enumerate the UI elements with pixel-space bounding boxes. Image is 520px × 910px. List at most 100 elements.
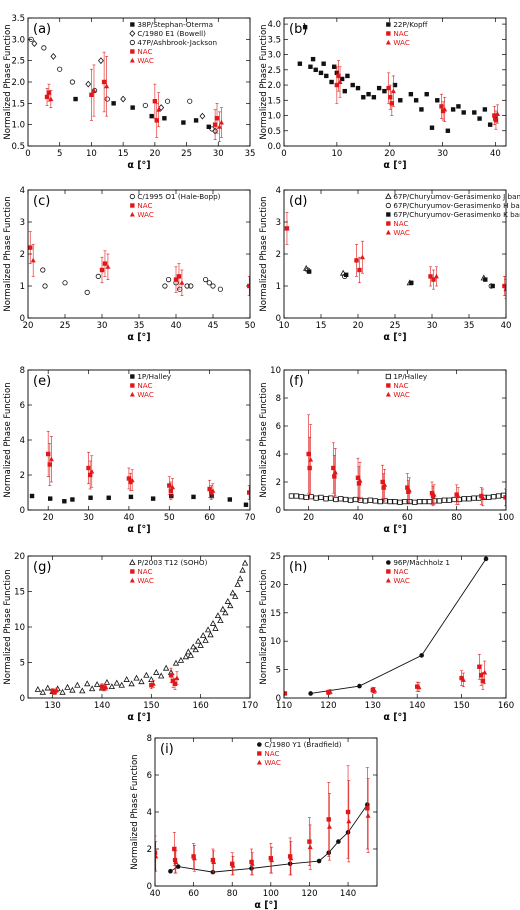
- data-point: [287, 854, 293, 859]
- legend-label: NAC: [137, 381, 152, 390]
- data-point: [471, 495, 477, 501]
- data-point: [355, 85, 361, 91]
- x-tick-label: 25: [181, 149, 192, 159]
- data-point: [103, 678, 111, 685]
- data-point: [326, 690, 331, 695]
- legend-entry: WAC: [129, 576, 154, 585]
- data-point: [210, 488, 216, 493]
- data-point: [174, 675, 180, 681]
- data-point: [428, 274, 433, 279]
- data-point: [346, 818, 352, 824]
- y-tick-label: 15: [14, 588, 25, 598]
- legend-label: NAC: [137, 47, 152, 56]
- data-point: [70, 497, 75, 502]
- legend-entry: NAC: [130, 201, 153, 210]
- data-point: [398, 98, 403, 103]
- legend-label: NAC: [137, 201, 152, 210]
- x-tick-label: 170: [242, 701, 258, 711]
- x-tick-label: 20: [43, 513, 54, 523]
- series-47p-ashbrook-jackson: [28, 36, 215, 132]
- panel-label: (f): [289, 374, 304, 389]
- data-point: [441, 497, 447, 503]
- data-point: [227, 602, 234, 609]
- data-point: [307, 465, 312, 471]
- legend-marker: [385, 391, 391, 397]
- data-point: [162, 283, 168, 289]
- data-point: [345, 809, 351, 815]
- data-point: [168, 488, 174, 493]
- data-point: [118, 681, 125, 688]
- data-point: [370, 687, 375, 693]
- data-point: [128, 494, 134, 500]
- data-point: [103, 684, 109, 690]
- data-point: [113, 679, 120, 686]
- legend-marker: [130, 383, 135, 388]
- data-point: [249, 861, 255, 866]
- legend-label: NAC: [393, 381, 408, 390]
- series-nac: [334, 60, 499, 130]
- legend: 67P/Churyumov-Gerasimenko J band67P/Chur…: [385, 192, 520, 237]
- data-point: [331, 465, 336, 471]
- data-point: [40, 267, 46, 273]
- data-point: [155, 850, 158, 855]
- x-tick-label: 140: [94, 701, 110, 711]
- data-point: [386, 85, 391, 91]
- data-point: [230, 863, 236, 868]
- y-axis-label: Normalized Phase Function: [3, 569, 13, 684]
- data-point: [202, 637, 209, 643]
- legend-marker: [385, 577, 391, 583]
- plot-area: [155, 765, 371, 876]
- x-tick-label: 130: [45, 701, 61, 711]
- data-point: [433, 273, 439, 279]
- data-point: [483, 556, 489, 562]
- data-point: [101, 79, 107, 85]
- data-point: [84, 680, 91, 687]
- panel-label: (c): [33, 194, 50, 209]
- legend-entry: 96P/Machholz 1: [386, 558, 450, 567]
- data-point: [406, 487, 412, 493]
- data-point: [207, 486, 212, 492]
- panel-label: (e): [33, 374, 51, 389]
- data-point: [129, 477, 135, 483]
- data-point: [293, 493, 299, 499]
- series-nac: [28, 231, 250, 296]
- data-point: [123, 676, 130, 682]
- x-tick-label: 5: [57, 149, 62, 159]
- data-point: [193, 118, 199, 123]
- y-tick-label: 15: [270, 609, 281, 619]
- legend-marker: [385, 193, 392, 199]
- data-point: [209, 493, 214, 499]
- data-point: [431, 492, 437, 497]
- data-point: [392, 498, 398, 505]
- y-tick-label: 1.0: [11, 121, 25, 131]
- data-point: [48, 96, 54, 102]
- legend-marker: [256, 759, 262, 765]
- x-tick-label: 30: [213, 149, 224, 159]
- data-point: [210, 857, 216, 863]
- legend-entry: WAC: [129, 56, 154, 65]
- data-point: [372, 498, 378, 504]
- y-tick-label: 6: [276, 422, 281, 432]
- x-tick-label: 0: [281, 149, 286, 159]
- data-point: [185, 648, 192, 655]
- x-tick-label: 50: [245, 321, 256, 331]
- series-96p-machholz-1: [308, 556, 489, 696]
- legend-marker: [386, 560, 391, 565]
- data-point: [495, 111, 501, 116]
- data-point: [477, 664, 482, 669]
- data-point: [39, 688, 46, 695]
- data-point: [104, 83, 110, 89]
- legend-entry: 22P/Kopff: [386, 20, 429, 29]
- data-point: [29, 493, 35, 499]
- data-point: [249, 859, 254, 865]
- series-c-1980-y1-bradfield: [168, 802, 370, 875]
- y-tick-label: 20: [270, 580, 281, 590]
- series-67p-churyumov-gerasimenko-k-band: [306, 269, 495, 289]
- data-point: [212, 624, 219, 631]
- legend-entry: 67P/Churyumov-Gerasimenko H band: [385, 201, 520, 210]
- data-point: [156, 107, 162, 112]
- data-point: [424, 91, 429, 97]
- data-point: [328, 495, 334, 501]
- panel-a: 0 5 10 15 20 25 30 35 0.5 1.0 1.5 2.0 2.5 3.0 3.5 (a) 38…: [3, 14, 255, 171]
